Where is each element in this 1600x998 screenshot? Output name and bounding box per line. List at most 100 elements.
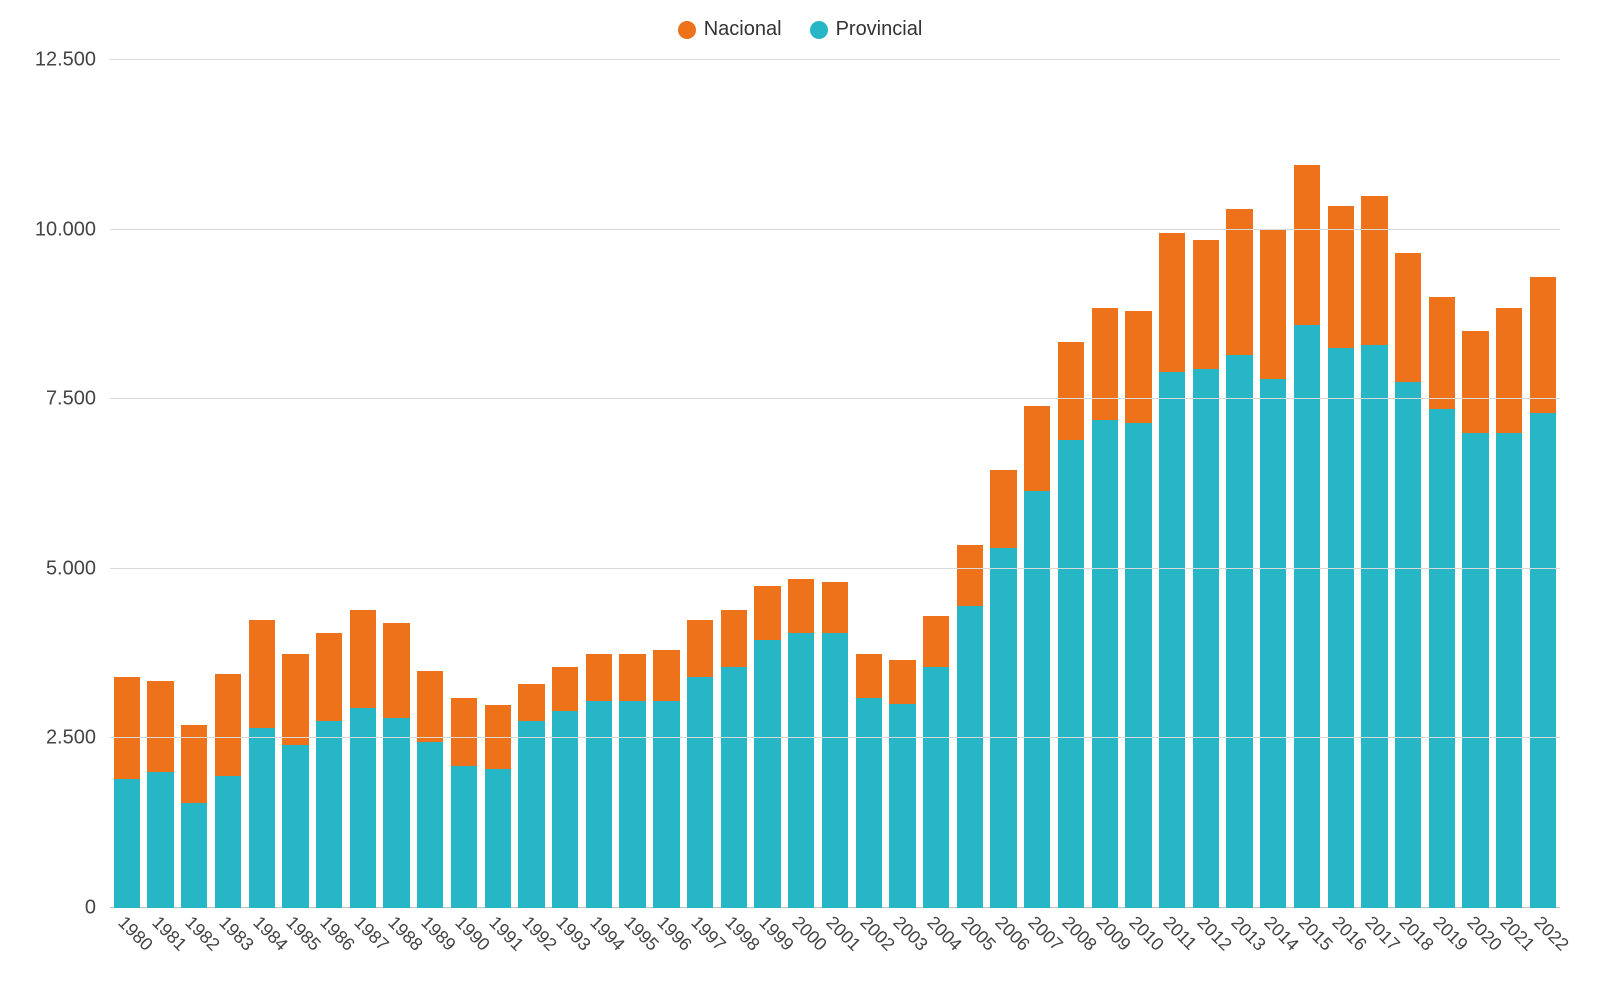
bar[interactable] [1226, 209, 1252, 908]
legend-item-provincial[interactable]: Provincial [810, 18, 923, 41]
bar-segment-nacional[interactable] [552, 667, 578, 711]
bar[interactable] [518, 684, 544, 908]
bar-segment-provincial[interactable] [316, 721, 342, 908]
bar-segment-nacional[interactable] [282, 654, 308, 746]
bar-segment-provincial[interactable] [856, 698, 882, 908]
bar-segment-nacional[interactable] [1496, 308, 1522, 434]
bar[interactable] [417, 671, 443, 908]
bar-segment-provincial[interactable] [754, 640, 780, 908]
bar-segment-nacional[interactable] [1294, 165, 1320, 324]
bar[interactable] [721, 610, 747, 908]
bar[interactable] [114, 677, 140, 908]
bar[interactable] [1024, 406, 1050, 908]
bar-segment-provincial[interactable] [282, 745, 308, 908]
bar-segment-nacional[interactable] [1024, 406, 1050, 491]
bar-segment-provincial[interactable] [1226, 355, 1252, 908]
bar[interactable] [350, 610, 376, 908]
bar-segment-nacional[interactable] [518, 684, 544, 721]
bar-segment-provincial[interactable] [619, 701, 645, 908]
bar-segment-provincial[interactable] [1429, 409, 1455, 908]
bar[interactable] [1429, 297, 1455, 908]
bar-segment-nacional[interactable] [1361, 196, 1387, 345]
bar-segment-nacional[interactable] [619, 654, 645, 701]
bar-segment-provincial[interactable] [215, 776, 241, 908]
bar[interactable] [1462, 331, 1488, 908]
bar-segment-provincial[interactable] [552, 711, 578, 908]
bar-segment-nacional[interactable] [923, 616, 949, 667]
bar-segment-provincial[interactable] [721, 667, 747, 908]
bar-segment-provincial[interactable] [957, 606, 983, 908]
bar-segment-provincial[interactable] [451, 766, 477, 908]
bar-segment-provincial[interactable] [518, 721, 544, 908]
bar-segment-nacional[interactable] [1125, 311, 1151, 423]
bar-segment-nacional[interactable] [754, 586, 780, 640]
bar-segment-provincial[interactable] [1159, 372, 1185, 908]
bar[interactable] [1328, 206, 1354, 908]
bar[interactable] [754, 586, 780, 908]
bar-segment-provincial[interactable] [114, 779, 140, 908]
bar-segment-nacional[interactable] [249, 620, 275, 729]
bar-segment-provincial[interactable] [1361, 345, 1387, 908]
bar-segment-provincial[interactable] [586, 701, 612, 908]
bar[interactable] [586, 654, 612, 908]
bar-segment-nacional[interactable] [1159, 233, 1185, 372]
bar-segment-provincial[interactable] [653, 701, 679, 908]
bar-segment-provincial[interactable] [1530, 413, 1556, 908]
bar-segment-nacional[interactable] [1260, 230, 1286, 379]
bar-segment-provincial[interactable] [383, 718, 409, 908]
bar-segment-provincial[interactable] [687, 677, 713, 908]
bar[interactable] [485, 705, 511, 909]
bar-segment-nacional[interactable] [653, 650, 679, 701]
bar-segment-nacional[interactable] [1429, 297, 1455, 409]
bar-segment-provincial[interactable] [990, 548, 1016, 908]
bar-segment-nacional[interactable] [383, 623, 409, 718]
bar[interactable] [249, 620, 275, 908]
bar[interactable] [1193, 240, 1219, 908]
bar-segment-provincial[interactable] [1328, 348, 1354, 908]
bar[interactable] [181, 725, 207, 908]
bar[interactable] [1361, 196, 1387, 908]
bar[interactable] [957, 545, 983, 908]
bar-segment-nacional[interactable] [1226, 209, 1252, 355]
bar-segment-provincial[interactable] [1462, 433, 1488, 908]
bar[interactable] [788, 579, 814, 908]
bar[interactable] [1260, 230, 1286, 908]
bar-segment-nacional[interactable] [788, 579, 814, 633]
bar-segment-provincial[interactable] [1125, 423, 1151, 908]
bar-segment-nacional[interactable] [147, 681, 173, 773]
bar[interactable] [451, 698, 477, 908]
bar-segment-nacional[interactable] [1462, 331, 1488, 433]
bar[interactable] [856, 654, 882, 908]
bar-segment-provincial[interactable] [1193, 369, 1219, 908]
bar-segment-nacional[interactable] [822, 582, 848, 633]
bar[interactable] [383, 623, 409, 908]
bar[interactable] [923, 616, 949, 908]
bar-segment-nacional[interactable] [721, 610, 747, 668]
bar-segment-provincial[interactable] [889, 704, 915, 908]
bar-segment-nacional[interactable] [350, 610, 376, 708]
bar-segment-provincial[interactable] [249, 728, 275, 908]
bar-segment-provincial[interactable] [1395, 382, 1421, 908]
bar-segment-nacional[interactable] [215, 674, 241, 776]
bar[interactable] [282, 654, 308, 908]
bar-segment-nacional[interactable] [451, 698, 477, 766]
bar[interactable] [552, 667, 578, 908]
bar[interactable] [1294, 165, 1320, 908]
bar-segment-nacional[interactable] [417, 671, 443, 742]
bar-segment-provincial[interactable] [485, 769, 511, 908]
bar-segment-provincial[interactable] [788, 633, 814, 908]
legend-item-nacional[interactable]: Nacional [678, 18, 782, 41]
bar[interactable] [889, 660, 915, 908]
bar[interactable] [215, 674, 241, 908]
bar-segment-provincial[interactable] [1294, 325, 1320, 908]
bar[interactable] [1530, 277, 1556, 908]
bar-segment-provincial[interactable] [181, 803, 207, 908]
bar-segment-nacional[interactable] [1193, 240, 1219, 369]
bar[interactable] [687, 620, 713, 908]
bar-segment-provincial[interactable] [1024, 491, 1050, 908]
bar-segment-provincial[interactable] [1092, 420, 1118, 908]
bar-segment-nacional[interactable] [990, 470, 1016, 548]
bar-segment-provincial[interactable] [1496, 433, 1522, 908]
bar[interactable] [1058, 342, 1084, 908]
bar-segment-nacional[interactable] [1328, 206, 1354, 348]
